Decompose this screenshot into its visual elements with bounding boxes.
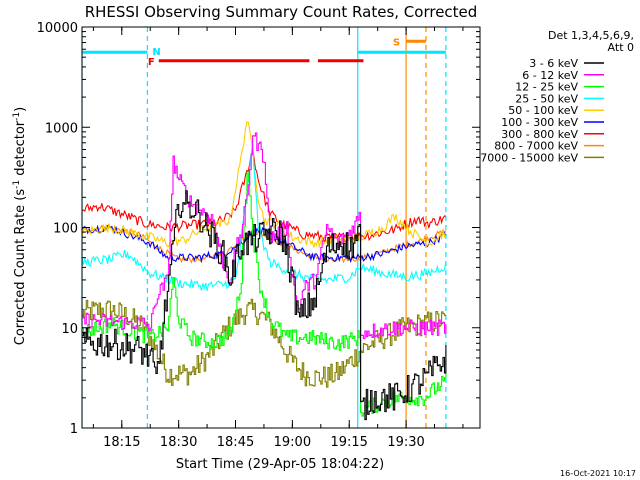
chart-title: RHESSI Observing Summary Count Rates, Co… [85, 3, 478, 21]
series-line-7000-15000-kev [82, 298, 447, 388]
x-tick-label-3: 19:00 [274, 435, 311, 450]
legend-header-detectors: Det 1,3,4,5,6,9, [548, 29, 634, 42]
series-line-300-800-kev [82, 148, 446, 244]
y-axis-label: Corrected Count Rate (s-1 detector-1) [12, 107, 28, 345]
y-tick-label-4: 10000 [37, 21, 78, 36]
x-tick-label-1: 18:30 [160, 435, 197, 450]
x-tick-label-2: 18:45 [217, 435, 254, 450]
legend-label-25-50-kev: 25 - 50 keV [515, 92, 578, 105]
legend-label-3-6-kev: 3 - 6 keV [529, 57, 578, 70]
series-line-3-6-kev [82, 190, 447, 421]
y-tick-label-2: 100 [53, 222, 78, 237]
y-tick-label-1: 10 [61, 322, 78, 337]
series-line-6-12-kev [82, 132, 447, 340]
legend-label-100-300-kev: 100 - 300 keV [501, 116, 578, 129]
x-tick-label-0: 18:15 [103, 435, 140, 450]
legend-label-7000-15000-kev: 7000 - 15000 keV [480, 151, 578, 164]
legend-label-50-100-kev: 50 - 100 keV [508, 104, 578, 117]
interval-s-label: S [393, 37, 400, 48]
axes: NF S 1 10 100 1000 10000 18:15 18:30 18:45 19:00 19… [37, 21, 481, 450]
legend-label-6-12-kev: 6 - 12 keV [522, 69, 578, 82]
y-tick-label-0: 1 [70, 422, 78, 437]
legend-header-attenuator: Att 0 [608, 41, 634, 54]
footer-date: 16-Oct-2021 10:17 [560, 469, 636, 478]
x-tick-label-4: 19:15 [330, 435, 367, 450]
x-tick-label-5: 19:30 [387, 435, 424, 450]
series-line-25-50-kev [82, 143, 447, 291]
plot-content [82, 27, 447, 428]
x-axis-label: Start Time (29-Apr-05 18:04:22) [176, 457, 384, 472]
series-line-12-25-kev [82, 172, 447, 417]
legend-label-12-25-kev: 12 - 25 keV [515, 81, 578, 94]
interval-f-label: F [148, 57, 155, 68]
y-tick-label-3: 1000 [45, 121, 78, 136]
legend-label-800-7000-kev: 800 - 7000 keV [494, 140, 578, 153]
interval-n-label: N [152, 47, 160, 58]
legend-label-300-800-kev: 300 - 800 keV [501, 128, 578, 141]
